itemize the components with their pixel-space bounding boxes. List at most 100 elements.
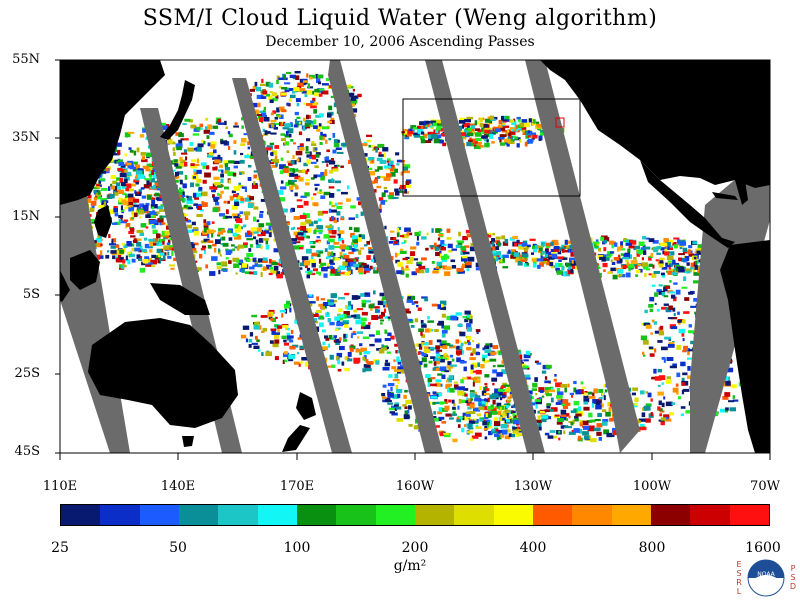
cloud-pixel xyxy=(472,382,475,387)
cloud-pixel xyxy=(327,343,331,348)
cloud-pixel xyxy=(658,375,666,380)
cloud-pixel xyxy=(117,167,123,171)
cloud-pixel xyxy=(659,325,664,330)
cloud-pixel xyxy=(360,293,365,297)
lat-label-25s: 25S xyxy=(14,366,40,381)
cloud-pixel xyxy=(173,159,178,163)
cloud-pixel xyxy=(175,179,179,183)
cloud-pixel xyxy=(352,88,355,92)
cloud-pixel xyxy=(461,256,468,262)
cloud-pixel xyxy=(553,242,559,246)
cloud-pixel xyxy=(397,350,401,354)
cloud-pixel xyxy=(249,88,255,92)
cloud-pixel xyxy=(432,367,440,371)
cloud-pixel xyxy=(327,302,334,306)
cloud-pixel xyxy=(314,92,319,97)
cloud-pixel xyxy=(257,258,265,263)
cloud-pixel xyxy=(558,430,561,434)
colorbar-swatch xyxy=(296,505,337,525)
cloud-pixel xyxy=(176,171,184,175)
cloud-pixel xyxy=(216,184,223,188)
cloud-pixel xyxy=(297,232,304,236)
cloud-pixel xyxy=(331,230,337,235)
cloud-pixel xyxy=(489,420,492,425)
cloud-pixel xyxy=(605,411,611,417)
cloud-pixel xyxy=(212,125,219,129)
cloud-pixel xyxy=(300,221,307,226)
cloud-pixel xyxy=(406,299,413,303)
cloud-pixel xyxy=(341,361,345,366)
cloud-pixel xyxy=(489,358,497,362)
cloud-pixel xyxy=(225,140,228,145)
cloud-pixel xyxy=(487,397,490,403)
cloud-pixel xyxy=(502,125,510,128)
cloud-pixel xyxy=(347,269,351,275)
cloud-pixel xyxy=(387,392,394,398)
cloud-pixel xyxy=(444,405,450,411)
cloud-pixel xyxy=(146,163,153,167)
cloud-pixel xyxy=(532,382,538,388)
cloud-pixel xyxy=(353,227,360,233)
cloud-pixel xyxy=(233,150,237,155)
cloud-pixel xyxy=(350,269,353,275)
cloud-pixel xyxy=(516,239,520,244)
cloud-pixel xyxy=(338,202,343,205)
cloud-pixel xyxy=(515,124,518,129)
cloud-pixel xyxy=(332,133,336,138)
cloud-pixel xyxy=(299,214,307,219)
cloud-pixel xyxy=(132,161,138,165)
cloud-pixel xyxy=(680,413,684,417)
cloud-pixel xyxy=(492,431,498,434)
cloud-pixel xyxy=(303,80,308,83)
cloud-pixel xyxy=(443,432,450,435)
cloud-pixel xyxy=(484,374,490,378)
cloud-pixel xyxy=(203,225,209,228)
cloud-pixel xyxy=(203,140,206,145)
cloud-pixel xyxy=(222,242,229,247)
cloud-pixel xyxy=(298,362,301,367)
cloud-pixel xyxy=(362,336,370,339)
cloud-pixel xyxy=(573,380,577,385)
cloud-pixel xyxy=(236,195,241,200)
cloud-pixel xyxy=(438,392,443,397)
cloud-pixel xyxy=(580,381,584,385)
cloud-pixel xyxy=(207,124,213,130)
cloud-pixel xyxy=(462,316,469,319)
cloud-pixel xyxy=(110,185,115,190)
cloud-pixel xyxy=(679,241,687,246)
cloud-pixel xyxy=(661,292,665,297)
cloud-pixel xyxy=(467,125,470,129)
cloud-pixel xyxy=(669,245,673,248)
cloud-pixel xyxy=(384,225,387,230)
cloud-pixel xyxy=(316,236,321,239)
cloud-pixel xyxy=(675,289,681,295)
cloud-pixel xyxy=(649,296,655,302)
cloud-pixel xyxy=(446,237,452,240)
cloud-pixel xyxy=(317,125,324,129)
cloud-pixel xyxy=(289,94,296,99)
cloud-pixel xyxy=(228,160,235,164)
cloud-pixel xyxy=(197,205,202,210)
cloud-pixel xyxy=(300,229,303,235)
cloud-pixel xyxy=(187,147,195,152)
cloud-pixel xyxy=(279,310,286,313)
cloud-pixel xyxy=(513,128,517,131)
cloud-pixel xyxy=(538,387,545,392)
cloud-pixel xyxy=(551,239,559,245)
cloud-pixel xyxy=(479,145,484,148)
cloud-pixel xyxy=(135,209,139,214)
cloud-pixel xyxy=(521,367,527,370)
cloud-pixel xyxy=(648,304,654,308)
cloud-pixel xyxy=(149,182,152,187)
cloud-pixel xyxy=(268,95,273,100)
cloud-pixel xyxy=(485,413,488,417)
cloud-pixel xyxy=(499,397,503,401)
cloud-pixel xyxy=(362,368,366,373)
cloud-pixel xyxy=(337,359,341,365)
cloud-pixel xyxy=(429,125,433,128)
cloud-pixel xyxy=(328,179,335,183)
cloud-pixel xyxy=(440,256,448,260)
cloud-pixel xyxy=(331,216,334,221)
cloud-pixel xyxy=(560,384,568,388)
map-title: SSM/I Cloud Liquid Water (Weng algorithm… xyxy=(142,6,658,31)
